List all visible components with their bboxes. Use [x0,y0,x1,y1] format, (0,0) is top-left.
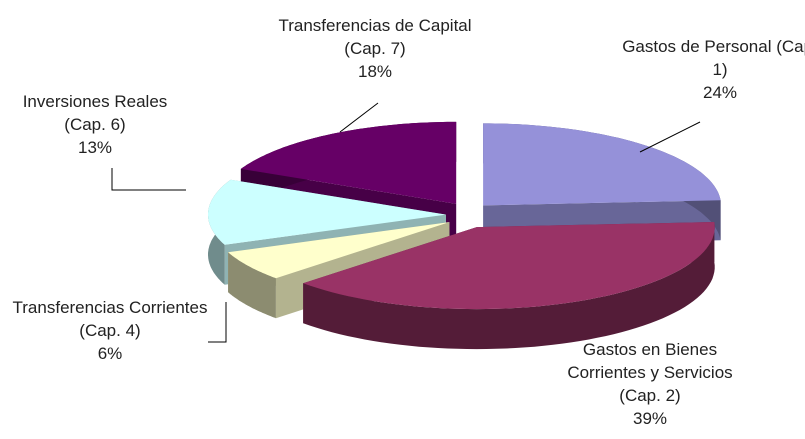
slice [228,222,450,279]
leader-line [208,302,227,343]
category-label: Transferencias de Capital (Cap. 7) [278,16,472,58]
value-label: 13% [77,138,113,157]
slice [303,222,715,310]
category-label: Gastos de Personal (Cap. 1) [622,37,805,79]
slice-label: Transferencias Corrientes (Cap. 4) 6% [10,296,210,365]
pie [208,121,721,350]
slice [483,123,721,206]
leader-line [339,102,379,133]
value-label: 24% [702,83,738,102]
slice-label: Inversiones Reales (Cap. 6) 13% [0,90,190,159]
slice [240,121,457,204]
category-label: Gastos en Bienes Corrientes y Servicios … [567,340,733,405]
slice [208,179,446,245]
leader-line [111,168,186,191]
slice-label: Gastos en Bienes Corrientes y Servicios … [560,338,740,430]
slice-label: Transferencias de Capital (Cap. 7) 18% [270,14,480,83]
value-label: 18% [357,62,393,81]
leader-line [639,121,701,153]
category-label: Transferencias Corrientes (Cap. 4) [12,298,208,340]
slice-side [228,252,276,319]
slice-side [303,222,715,350]
category-label: Inversiones Reales (Cap. 6) [22,92,168,134]
slice-label: Gastos de Personal (Cap. 1) 24% [620,35,805,104]
value-label: 6% [97,344,123,363]
value-label: 39% [632,409,668,428]
